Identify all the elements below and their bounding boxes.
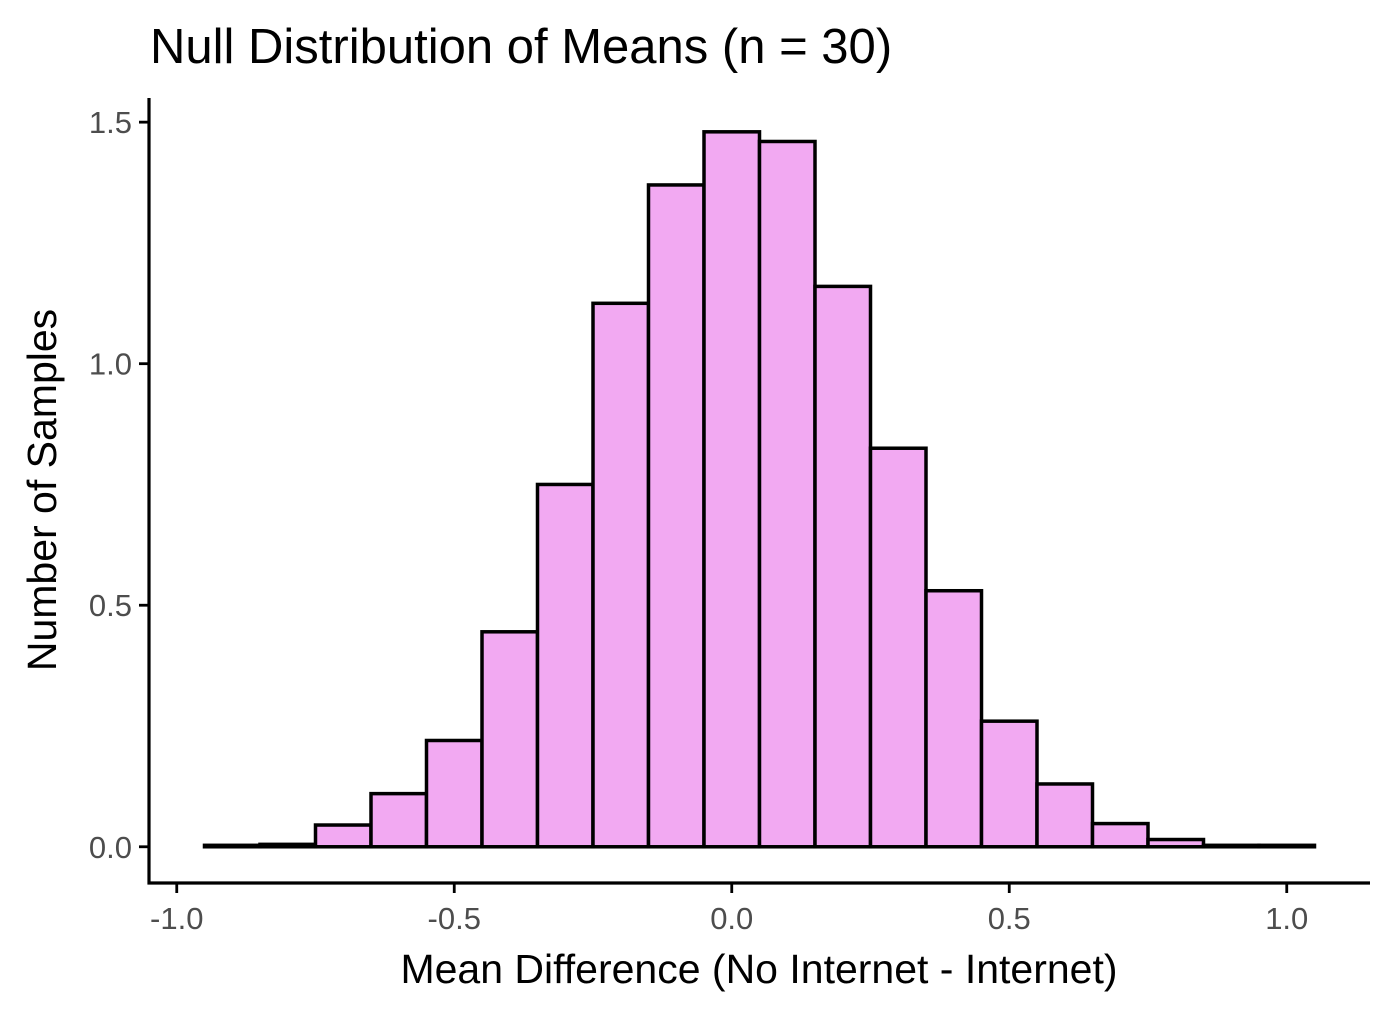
x-tick-label: 0.0 — [710, 901, 753, 936]
histogram-bar — [979, 719, 1039, 849]
histogram-bar — [258, 842, 318, 849]
y-tick-label: 0.0 — [89, 830, 132, 865]
x-tick-label: 1.0 — [1265, 901, 1308, 936]
histogram-bar — [757, 139, 817, 849]
histogram-bars — [202, 130, 1317, 849]
x-axis-ticks: -1.0 -0.5 0.0 0.5 1.0 — [150, 883, 1308, 936]
chart-title: Null Distribution of Means (n = 30) — [150, 20, 892, 74]
histogram-bar — [591, 301, 651, 849]
histogram-bar — [313, 823, 373, 849]
x-axis-title: Mean Difference (No Internet - Internet) — [400, 946, 1117, 992]
y-axis-title: Number of Samples — [19, 309, 65, 671]
y-tick-label: 1.0 — [89, 347, 132, 382]
y-axis-ticks: 0.0 0.5 1.0 1.5 — [89, 105, 149, 865]
histogram-bar — [813, 284, 873, 849]
y-tick-label: 1.5 — [89, 105, 132, 140]
histogram-bar — [535, 482, 595, 849]
histogram-bar — [924, 588, 984, 849]
y-tick-label: 0.5 — [89, 588, 132, 623]
histogram-bar — [1035, 782, 1095, 849]
histogram-bar — [480, 630, 540, 849]
x-tick-label: -1.0 — [150, 901, 203, 936]
histogram-bar — [1090, 821, 1150, 849]
histogram-bar — [1201, 843, 1261, 849]
histogram-bar — [702, 130, 762, 849]
histogram-bar — [202, 843, 262, 849]
histogram-bar — [369, 791, 429, 849]
histogram-bar — [868, 446, 928, 849]
histogram-bar — [646, 183, 706, 849]
histogram-bar — [1257, 843, 1317, 849]
x-tick-label: -0.5 — [428, 901, 481, 936]
histogram-bar — [424, 738, 484, 849]
histogram-bar — [1146, 837, 1206, 849]
x-tick-label: 0.5 — [988, 901, 1031, 936]
